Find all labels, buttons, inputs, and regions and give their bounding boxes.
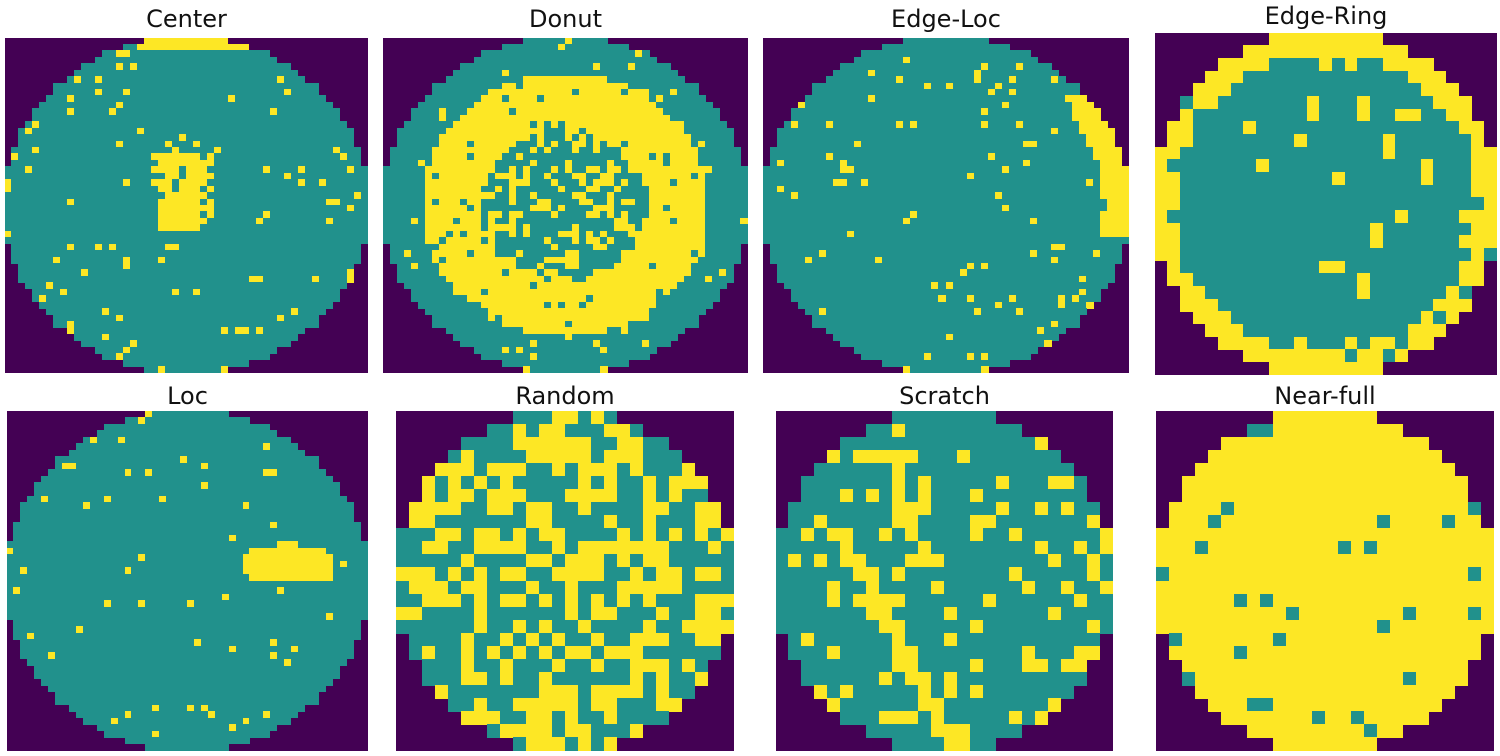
panel-title: Edge-Loc: [891, 5, 1001, 33]
wafer-map: [776, 411, 1113, 751]
wafer-panel-edge-ring: Edge-Ring: [1155, 2, 1497, 375]
panel-title: Random: [515, 382, 615, 410]
panel-title: Scratch: [899, 382, 990, 410]
wafer-panel-scratch: Scratch: [776, 382, 1113, 751]
wafer-panel-edge-loc: Edge-Loc: [763, 5, 1129, 373]
wafer-panel-donut: Donut: [383, 5, 748, 373]
wafer-panel-near-full: Near-full: [1156, 382, 1494, 751]
wafer-map: [383, 38, 748, 373]
wafer-map: [5, 38, 368, 373]
panel-title: Edge-Ring: [1264, 2, 1388, 30]
panel-title: Donut: [529, 5, 602, 33]
wafer-panel-center: Center: [5, 5, 368, 373]
wafer-map: [396, 411, 734, 751]
wafer-panel-loc: Loc: [7, 382, 368, 751]
panel-title: Near-full: [1274, 382, 1376, 410]
wafer-map: [7, 411, 368, 751]
wafer-panel-random: Random: [396, 382, 734, 751]
panel-title: Loc: [167, 382, 208, 410]
wafer-map: [763, 38, 1129, 373]
panel-title: Center: [146, 5, 227, 33]
wafer-map: [1156, 411, 1494, 751]
wafer-map: [1155, 33, 1497, 375]
